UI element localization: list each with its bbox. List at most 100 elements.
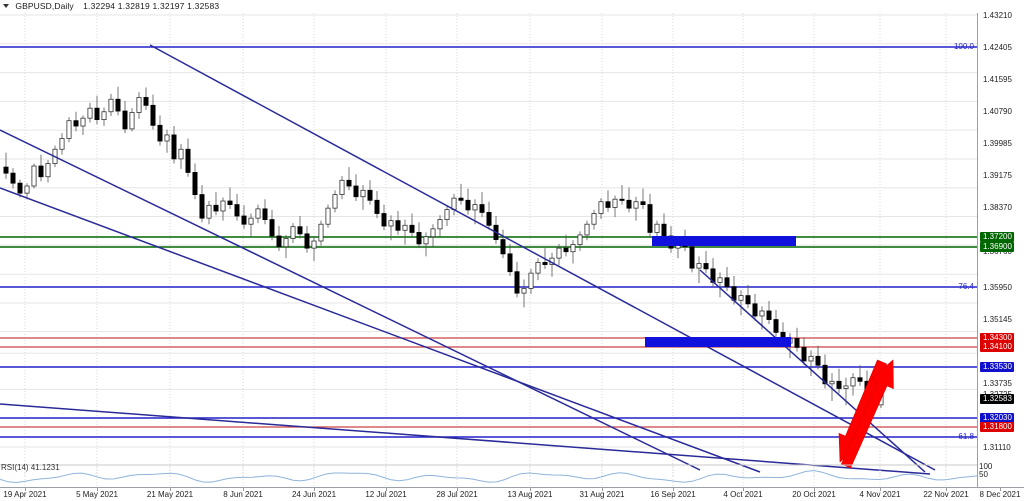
candlestick[interactable]: [528, 272, 534, 289]
candlestick[interactable]: [801, 346, 807, 362]
candlestick[interactable]: [535, 262, 541, 274]
caret-down-icon[interactable]: [3, 4, 9, 8]
candlestick[interactable]: [563, 247, 569, 253]
candlestick[interactable]: [752, 303, 758, 317]
candlestick[interactable]: [185, 148, 191, 173]
candlestick[interactable]: [297, 226, 303, 235]
candlestick[interactable]: [591, 213, 597, 225]
candlestick[interactable]: [17, 182, 23, 194]
candlestick[interactable]: [486, 212, 492, 226]
supply-zone-lower[interactable]: [645, 337, 791, 347]
candlestick[interactable]: [423, 236, 429, 245]
candlestick[interactable]: [612, 198, 618, 208]
candlestick[interactable]: [402, 224, 408, 231]
candlestick[interactable]: [136, 97, 142, 113]
candlestick[interactable]: [626, 199, 632, 209]
candlestick[interactable]: [192, 172, 198, 195]
candlestick[interactable]: [619, 198, 625, 201]
candlestick[interactable]: [381, 213, 387, 227]
candlestick[interactable]: [500, 239, 506, 255]
trendline[interactable]: [699, 269, 926, 473]
supply-zone-upper[interactable]: [652, 236, 796, 246]
candlestick[interactable]: [360, 189, 366, 198]
candlestick[interactable]: [556, 247, 562, 259]
price-level-badge[interactable]: 1.33530: [980, 362, 1014, 372]
candlestick[interactable]: [339, 179, 345, 195]
price-level-badge[interactable]: 1.34100: [980, 342, 1014, 352]
candlestick[interactable]: [374, 199, 380, 214]
candlestick[interactable]: [290, 226, 296, 239]
candlestick[interactable]: [318, 223, 324, 242]
candlestick[interactable]: [584, 223, 590, 236]
trendline[interactable]: [0, 403, 931, 475]
candlestick[interactable]: [521, 288, 527, 294]
candlestick[interactable]: [171, 134, 177, 160]
candlestick[interactable]: [766, 310, 772, 320]
candlestick[interactable]: [633, 201, 639, 209]
candlestick[interactable]: [122, 110, 128, 130]
candlestick[interactable]: [220, 200, 226, 212]
candlestick[interactable]: [213, 204, 219, 212]
candlestick[interactable]: [570, 244, 576, 253]
candlestick[interactable]: [101, 111, 107, 121]
candlestick[interactable]: [724, 277, 730, 288]
trendline[interactable]: [0, 187, 761, 473]
candlestick[interactable]: [647, 204, 653, 233]
candlestick[interactable]: [3, 166, 9, 174]
candlestick[interactable]: [857, 377, 863, 382]
candlestick[interactable]: [115, 98, 121, 112]
candlestick[interactable]: [451, 197, 457, 210]
candlestick[interactable]: [178, 148, 184, 160]
up-arrow-annotation[interactable]: [841, 359, 894, 469]
candlestick[interactable]: [325, 207, 331, 225]
candlestick[interactable]: [59, 138, 65, 150]
candlestick[interactable]: [304, 233, 310, 249]
trendline[interactable]: [149, 44, 936, 471]
candlestick[interactable]: [703, 263, 709, 270]
candlestick[interactable]: [542, 262, 548, 265]
price-level-badge[interactable]: 1.34300: [980, 333, 1014, 343]
candlestick[interactable]: [255, 208, 261, 219]
candlestick[interactable]: [164, 134, 170, 142]
candlestick[interactable]: [416, 232, 422, 245]
candlestick[interactable]: [850, 377, 856, 387]
candlestick[interactable]: [507, 253, 513, 273]
candlestick[interactable]: [66, 120, 72, 139]
candlestick[interactable]: [479, 204, 485, 213]
candlestick[interactable]: [199, 194, 205, 219]
candlestick[interactable]: [157, 124, 163, 142]
candlestick[interactable]: [87, 107, 93, 119]
candlestick[interactable]: [794, 338, 800, 348]
candlestick[interactable]: [696, 263, 702, 269]
candlestick[interactable]: [843, 385, 849, 389]
candlestick[interactable]: [38, 165, 44, 178]
candlestick[interactable]: [248, 217, 254, 225]
candlestick[interactable]: [773, 319, 779, 333]
price-level-badge[interactable]: 1.31800: [980, 422, 1014, 432]
candlestick[interactable]: [262, 208, 268, 220]
candlestick[interactable]: [367, 189, 373, 201]
candlestick[interactable]: [388, 220, 394, 227]
candlestick[interactable]: [346, 179, 352, 187]
candlestick[interactable]: [444, 209, 450, 220]
candlestick[interactable]: [283, 238, 289, 248]
candlestick[interactable]: [465, 199, 471, 211]
candlestick[interactable]: [395, 220, 401, 231]
candlestick[interactable]: [332, 194, 338, 209]
price-axis[interactable]: 1.43210 1.42405 1.41595 1.40790 1.39985 1.391…: [977, 11, 1024, 488]
candlestick[interactable]: [24, 185, 30, 194]
price-level-badge[interactable]: 1.32583: [980, 394, 1014, 404]
candlestick[interactable]: [759, 310, 765, 317]
candlestick[interactable]: [640, 201, 646, 205]
candlestick[interactable]: [108, 98, 114, 113]
candlestick[interactable]: [822, 364, 828, 385]
candlestick[interactable]: [472, 204, 478, 211]
candlestick[interactable]: [514, 271, 520, 294]
candlestick[interactable]: [458, 197, 464, 201]
candlestick[interactable]: [31, 165, 37, 187]
candlestick[interactable]: [437, 219, 443, 230]
candlestick[interactable]: [808, 355, 814, 362]
candlestick[interactable]: [430, 228, 436, 238]
price-level-badge[interactable]: 1.37200: [980, 232, 1014, 242]
candlestick[interactable]: [73, 120, 79, 127]
